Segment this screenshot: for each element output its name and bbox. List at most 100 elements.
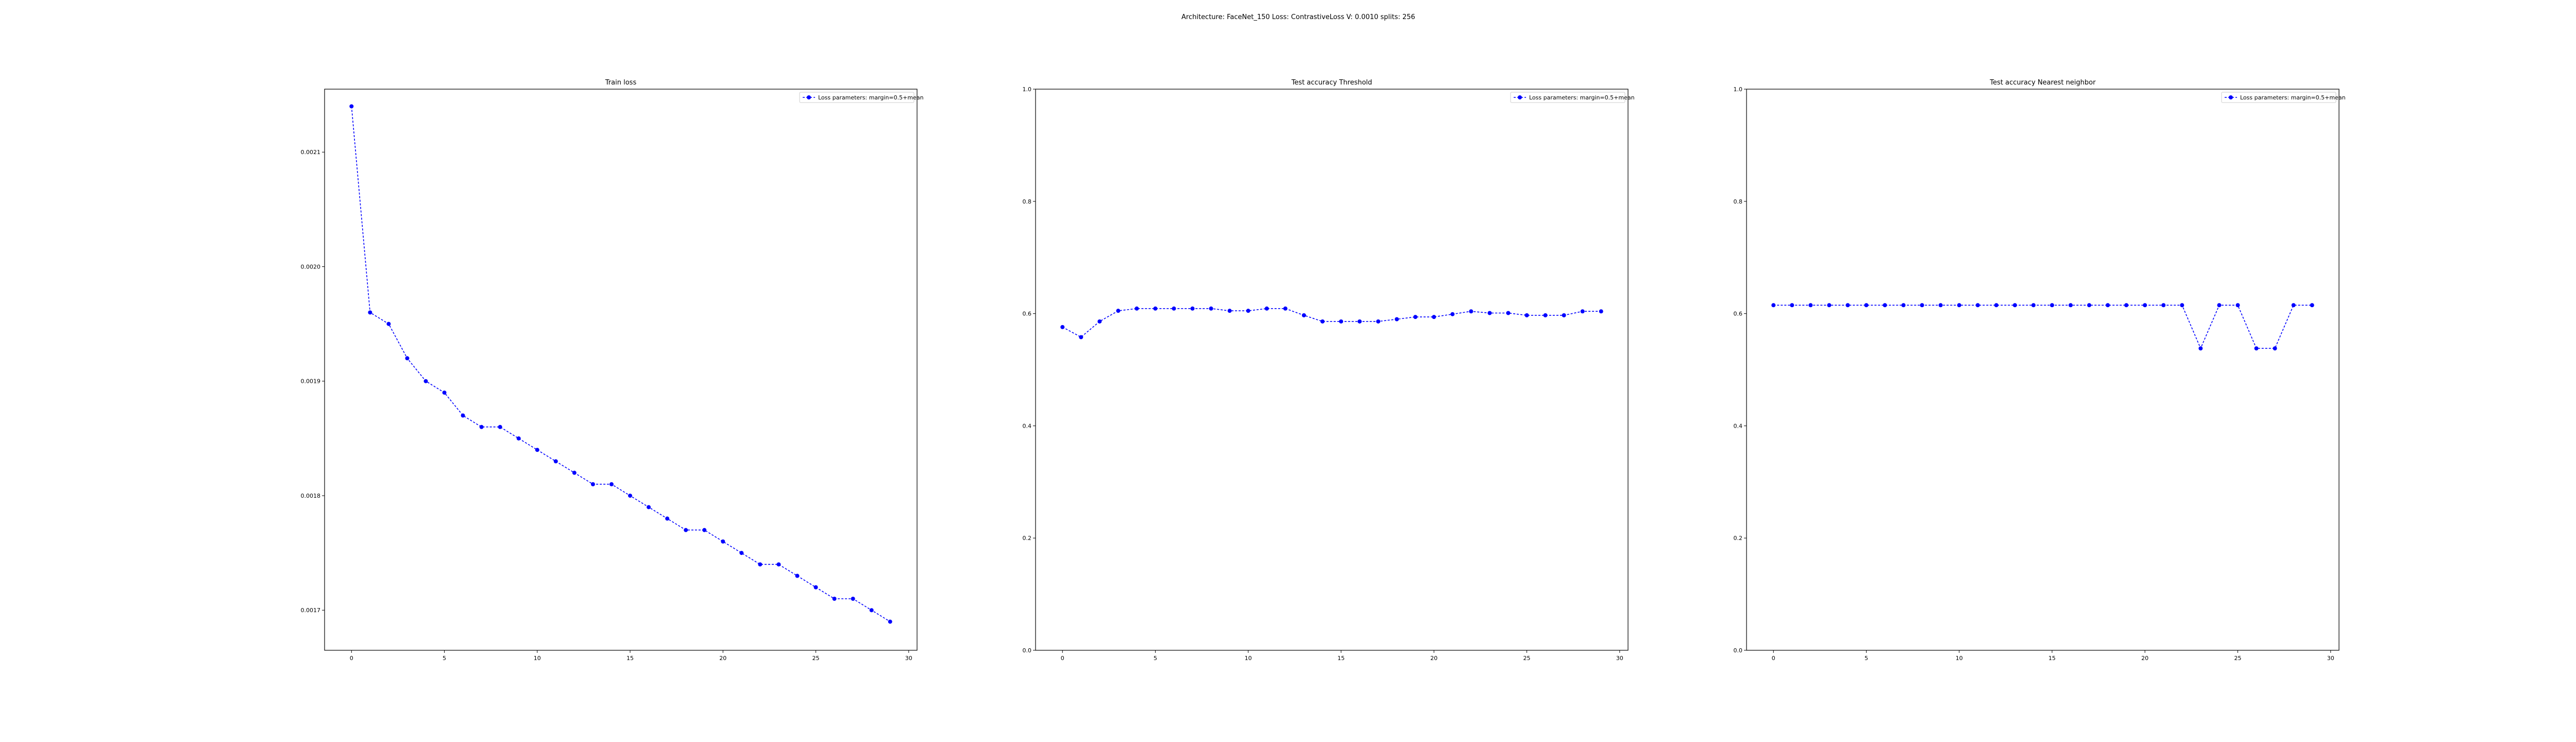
data-point (1920, 303, 1924, 308)
data-point (1227, 309, 1232, 313)
data-point (1134, 306, 1139, 311)
data-point (368, 310, 372, 315)
x-tick-label: 25 (812, 655, 820, 662)
data-point (1209, 306, 1213, 311)
data-point (1450, 312, 1455, 316)
axes-frame (324, 89, 918, 651)
x-tick-label: 25 (1523, 655, 1531, 662)
data-point (349, 104, 354, 109)
data-point (2161, 303, 2166, 308)
data-point (1994, 303, 1998, 308)
x-tick-label: 5 (1154, 655, 1157, 662)
y-tick-label: 0.6 (1734, 311, 1743, 317)
data-point (423, 379, 428, 383)
data-point (572, 470, 577, 475)
data-point (1413, 315, 1418, 319)
x-tick-label: 10 (534, 655, 541, 662)
data-point (1283, 306, 1287, 311)
legend-marker (1518, 95, 1522, 99)
data-point (1358, 319, 1362, 324)
y-tick-label: 0.0020 (301, 263, 321, 270)
x-tick-label: 20 (719, 655, 726, 662)
data-point (516, 436, 521, 441)
data-point (442, 390, 447, 395)
data-point (1543, 313, 1548, 317)
axes-frame (1035, 89, 1629, 651)
data-point (405, 356, 410, 361)
data-point (2031, 303, 2036, 308)
data-point (1116, 309, 1121, 313)
legend-label: Loss parameters: margin=0.5+mean (818, 94, 924, 101)
subplot-2: Test accuracy Threshold 0 5 10 15 20 25 30 0.0 0.… (1023, 79, 1635, 662)
data-point (1246, 309, 1250, 313)
data-point (2235, 303, 2240, 308)
data-point (2254, 346, 2259, 351)
data-point (1845, 303, 1850, 308)
data-point (1079, 335, 1083, 340)
data-point (1957, 303, 1961, 308)
data-point (1883, 303, 1887, 308)
data-point (2087, 303, 2092, 308)
data-point (2012, 303, 2017, 308)
data-point (1395, 317, 1399, 322)
subplot-1: Train loss 0 5 10 15 20 25 30 0.0017 0.0018 0.0019… (301, 79, 924, 662)
data-point (2273, 346, 2277, 351)
y-tick-label: 1.0 (1023, 86, 1032, 93)
data-point (721, 539, 725, 544)
data-point (702, 528, 707, 532)
data-point (2291, 303, 2296, 308)
x-tick-label: 15 (626, 655, 634, 662)
data-point (665, 516, 670, 521)
data-point (851, 596, 855, 601)
data-point (1487, 311, 1492, 315)
x-tick-label: 10 (1245, 655, 1252, 662)
data-point (1580, 309, 1585, 314)
y-tick-label: 0.4 (1023, 423, 1032, 429)
data-point (1901, 303, 1906, 308)
data-point (1190, 306, 1195, 311)
data-point (2310, 303, 2314, 308)
y-tick-label: 0.0 (1023, 647, 1032, 654)
data-point (498, 425, 502, 429)
data-point (647, 505, 651, 510)
data-point (795, 574, 800, 578)
data-point (1808, 303, 1813, 308)
x-tick-label: 0 (350, 655, 353, 662)
x-tick-label: 20 (2141, 655, 2148, 662)
y-tick-label: 0.2 (1734, 535, 1743, 542)
data-point (2124, 303, 2129, 308)
data-point (1301, 313, 1306, 317)
data-point (609, 482, 614, 486)
x-tick-label: 30 (2327, 655, 2334, 662)
y-tick-label: 0.2 (1023, 535, 1032, 542)
subplot-title: Test accuracy Nearest neighbor (1989, 79, 2096, 87)
data-point (1320, 319, 1325, 324)
legend-box (1510, 92, 1625, 103)
data-point (2180, 303, 2184, 308)
data-point (739, 551, 744, 555)
data-point (1975, 303, 1980, 308)
data-point (1562, 313, 1566, 317)
series-line (1773, 305, 2312, 350)
x-tick-label: 0 (1061, 655, 1064, 662)
data-point (1097, 319, 1102, 324)
figure-suptitle: Architecture: FaceNet_150 Loss: Contrast… (1181, 13, 1415, 21)
data-point (814, 585, 818, 589)
y-tick-label: 0.0017 (301, 607, 321, 614)
subplot-title: Train loss (605, 79, 637, 87)
data-point (461, 413, 465, 418)
data-point (1153, 306, 1158, 311)
data-point (2217, 303, 2222, 308)
x-tick-label: 15 (1337, 655, 1345, 662)
y-tick-label: 0.8 (1734, 198, 1743, 205)
data-point (2106, 303, 2110, 308)
data-point (1060, 325, 1065, 329)
data-point (1938, 303, 1943, 308)
legend-box (799, 92, 914, 103)
data-point (2198, 346, 2203, 351)
data-point (1771, 303, 1776, 308)
data-point (1599, 309, 1603, 314)
legend-box (2221, 92, 2336, 103)
